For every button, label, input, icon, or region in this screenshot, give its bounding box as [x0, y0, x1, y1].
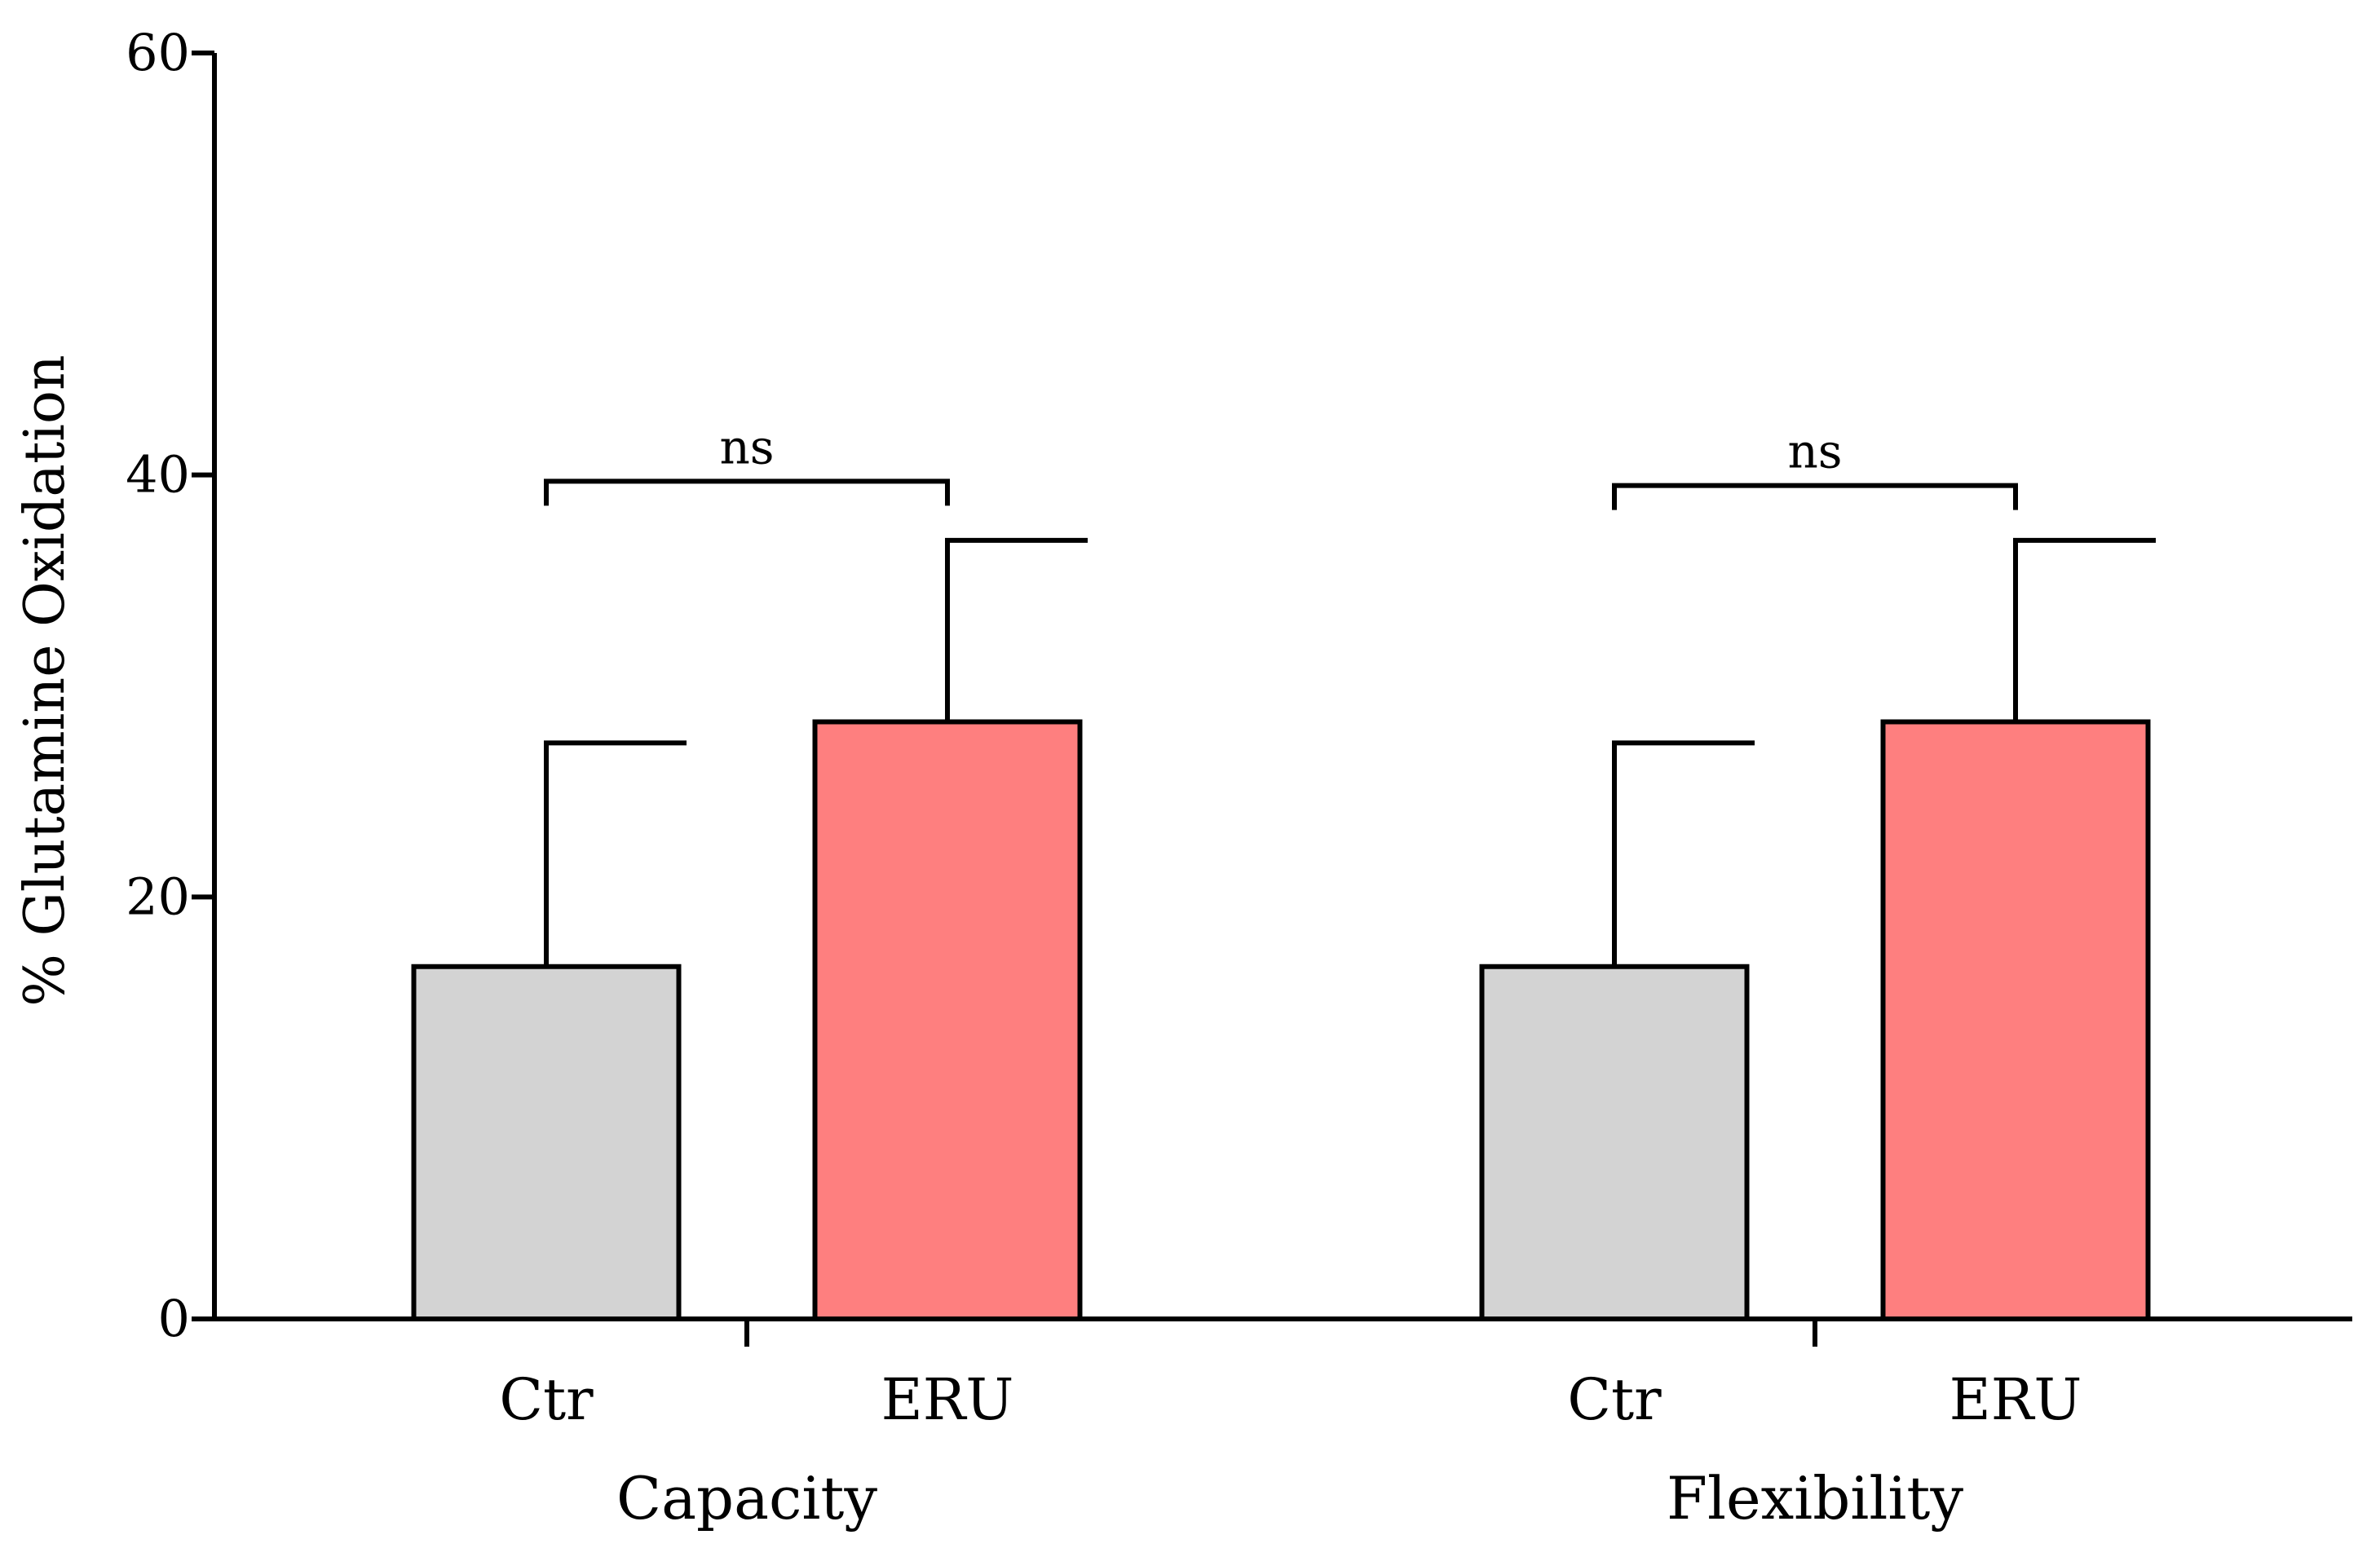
y-tick-label: 40 — [126, 445, 190, 505]
significance-bracket — [544, 479, 950, 506]
x-category-label: Ctr — [1567, 1366, 1662, 1433]
y-axis-title: % Glutamine Oxidation — [13, 355, 77, 1007]
x-group-label: Capacity — [616, 1464, 877, 1533]
bar-flexibility-eru — [1880, 719, 2151, 1321]
y-tick-label: 60 — [126, 23, 190, 82]
y-tick-label: 0 — [158, 1289, 190, 1348]
bar-flexibility-ctr — [1479, 964, 1750, 1321]
y-tick-label: 20 — [126, 867, 190, 926]
significance-label: ns — [1787, 424, 1842, 479]
error-bars-layer — [544, 537, 2156, 967]
x-category-label: ERU — [881, 1366, 1014, 1433]
bars-layer — [411, 719, 2151, 1321]
labels-layer: % Glutamine Oxidation 0 20 40 60 Ctr ERU ns Cap… — [13, 23, 2082, 1533]
bar-capacity-eru — [812, 719, 1083, 1321]
x-group-label: Flexibility — [1667, 1464, 1963, 1533]
significance-label: ns — [719, 419, 774, 474]
bar-capacity-ctr — [411, 964, 682, 1321]
significance-bracket — [1612, 483, 2018, 510]
x-category-label: Ctr — [499, 1366, 594, 1433]
significance-layer — [544, 479, 2018, 510]
x-category-label: ERU — [1949, 1366, 2082, 1433]
